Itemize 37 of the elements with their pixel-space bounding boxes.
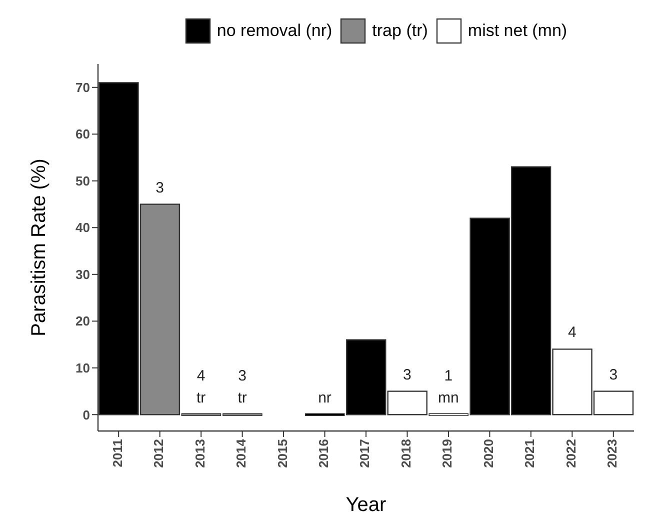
x-tick-label: 2015 [274, 439, 290, 468]
x-tick-label: 2017 [357, 439, 372, 468]
y-tick-label: 10 [76, 360, 90, 376]
y-tick-label: 50 [76, 173, 90, 188]
annotation: tr [238, 390, 247, 407]
x-tick-label: 2023 [604, 439, 620, 468]
x-axis-title: Year [346, 494, 387, 516]
annotation: nr [318, 390, 332, 407]
x-tick-label: 2018 [398, 439, 414, 468]
legend-label: mist net (mn) [468, 21, 568, 41]
x-tick-label: 2020 [480, 439, 496, 468]
annotation: 3 [156, 179, 164, 196]
annotation: 1 [444, 368, 453, 385]
x-tick-label: 2011 [110, 439, 125, 468]
y-tick-label: 70 [76, 80, 90, 95]
y-tick-label: 60 [76, 126, 90, 142]
annotation: 4 [568, 324, 576, 342]
y-tick-label: 40 [76, 220, 90, 236]
y-tick-label: 20 [76, 314, 90, 329]
annotation: tr [196, 390, 206, 407]
y-tick-label: 0 [82, 407, 90, 422]
legend-label: trap (tr) [372, 21, 428, 41]
annotation: 3 [403, 366, 412, 384]
x-tick-label: 2019 [440, 439, 455, 468]
annotation: 3 [609, 366, 618, 384]
x-tick-label: 2022 [563, 439, 578, 468]
y-tick-label: 30 [76, 266, 90, 282]
x-tick-label: 2021 [522, 439, 538, 468]
x-tick-label: 2014 [234, 438, 249, 468]
x-tick-label: 2016 [316, 439, 331, 468]
x-tick-label: 2012 [151, 439, 166, 468]
annotation: 3 [238, 368, 246, 385]
annotation: mn [438, 390, 459, 407]
x-tick-label: 2013 [192, 439, 208, 468]
y-axis-title: Parasitism Rate (%) [28, 158, 50, 336]
legend-label: no removal (nr) [216, 21, 332, 41]
annotation: 4 [196, 368, 206, 385]
